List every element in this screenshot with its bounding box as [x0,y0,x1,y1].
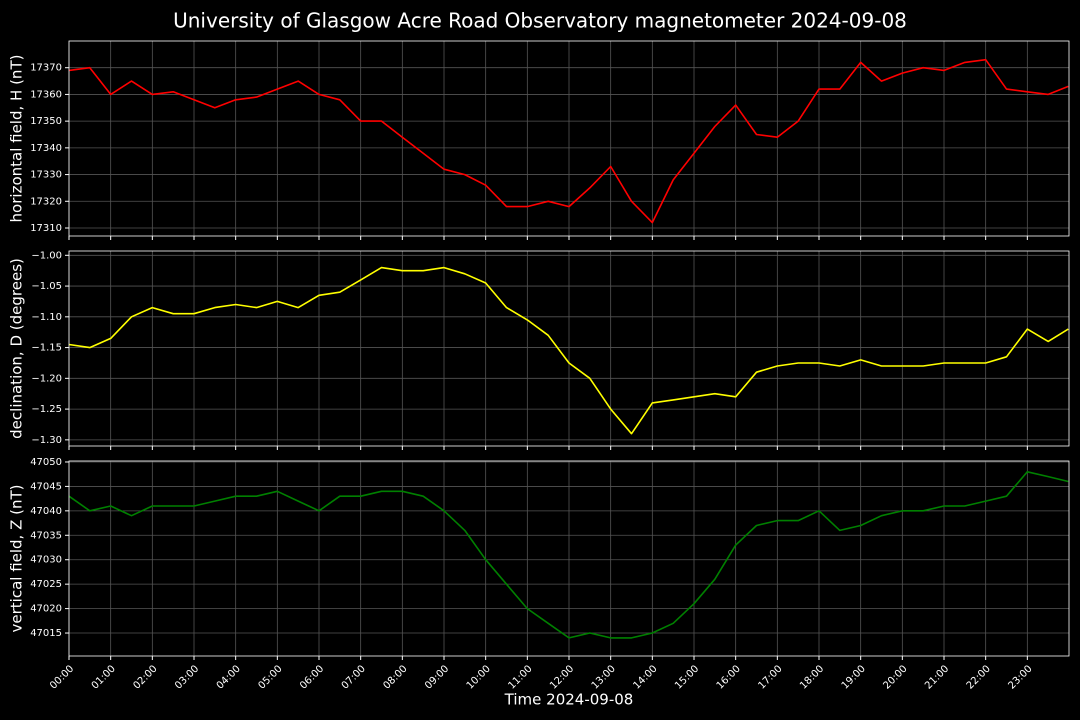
y-tick-label: −1.30 [31,435,62,446]
y-tick-label: 47030 [30,555,62,566]
y-tick-label: 47025 [30,579,62,590]
y-tick-label: 17320 [30,196,62,207]
y-tick-label: 17370 [30,63,62,74]
y-axis-label: horizontal field, H (nT) [8,55,26,223]
y-tick-label: 47045 [30,481,62,492]
y-tick-label: 47015 [30,628,62,639]
y-tick-label: 17360 [30,89,62,100]
y-tick-label: −1.25 [31,404,62,415]
y-tick-label: −1.15 [31,343,62,354]
y-axis-label: declination, D (degrees) [8,258,26,439]
y-tick-label: 47050 [30,457,62,468]
y-tick-label: 17330 [30,170,62,181]
y-axis-label: vertical field, Z (nT) [8,484,26,632]
y-tick-label: 17310 [30,223,62,234]
y-tick-label: 47035 [30,530,62,541]
axes-frame [68,460,1070,657]
y-tick-label: −1.20 [31,373,62,384]
chart-title: University of Glasgow Acre Road Observat… [173,9,907,33]
y-tick-label: −1.05 [31,281,62,292]
axes-frame [68,40,1070,237]
y-tick-label: 47040 [30,506,62,517]
data-line [68,471,1069,639]
data-line [68,266,1069,435]
y-tick-label: 47020 [30,604,62,615]
x-axis-label: Time 2024-09-08 [504,691,634,709]
y-tick-label: 17350 [30,116,62,127]
data-line [68,58,1069,224]
y-tick-label: −1.00 [31,250,62,261]
y-tick-label: 17340 [30,143,62,154]
y-tick-label: −1.10 [31,312,62,323]
axes-frame [68,250,1070,447]
